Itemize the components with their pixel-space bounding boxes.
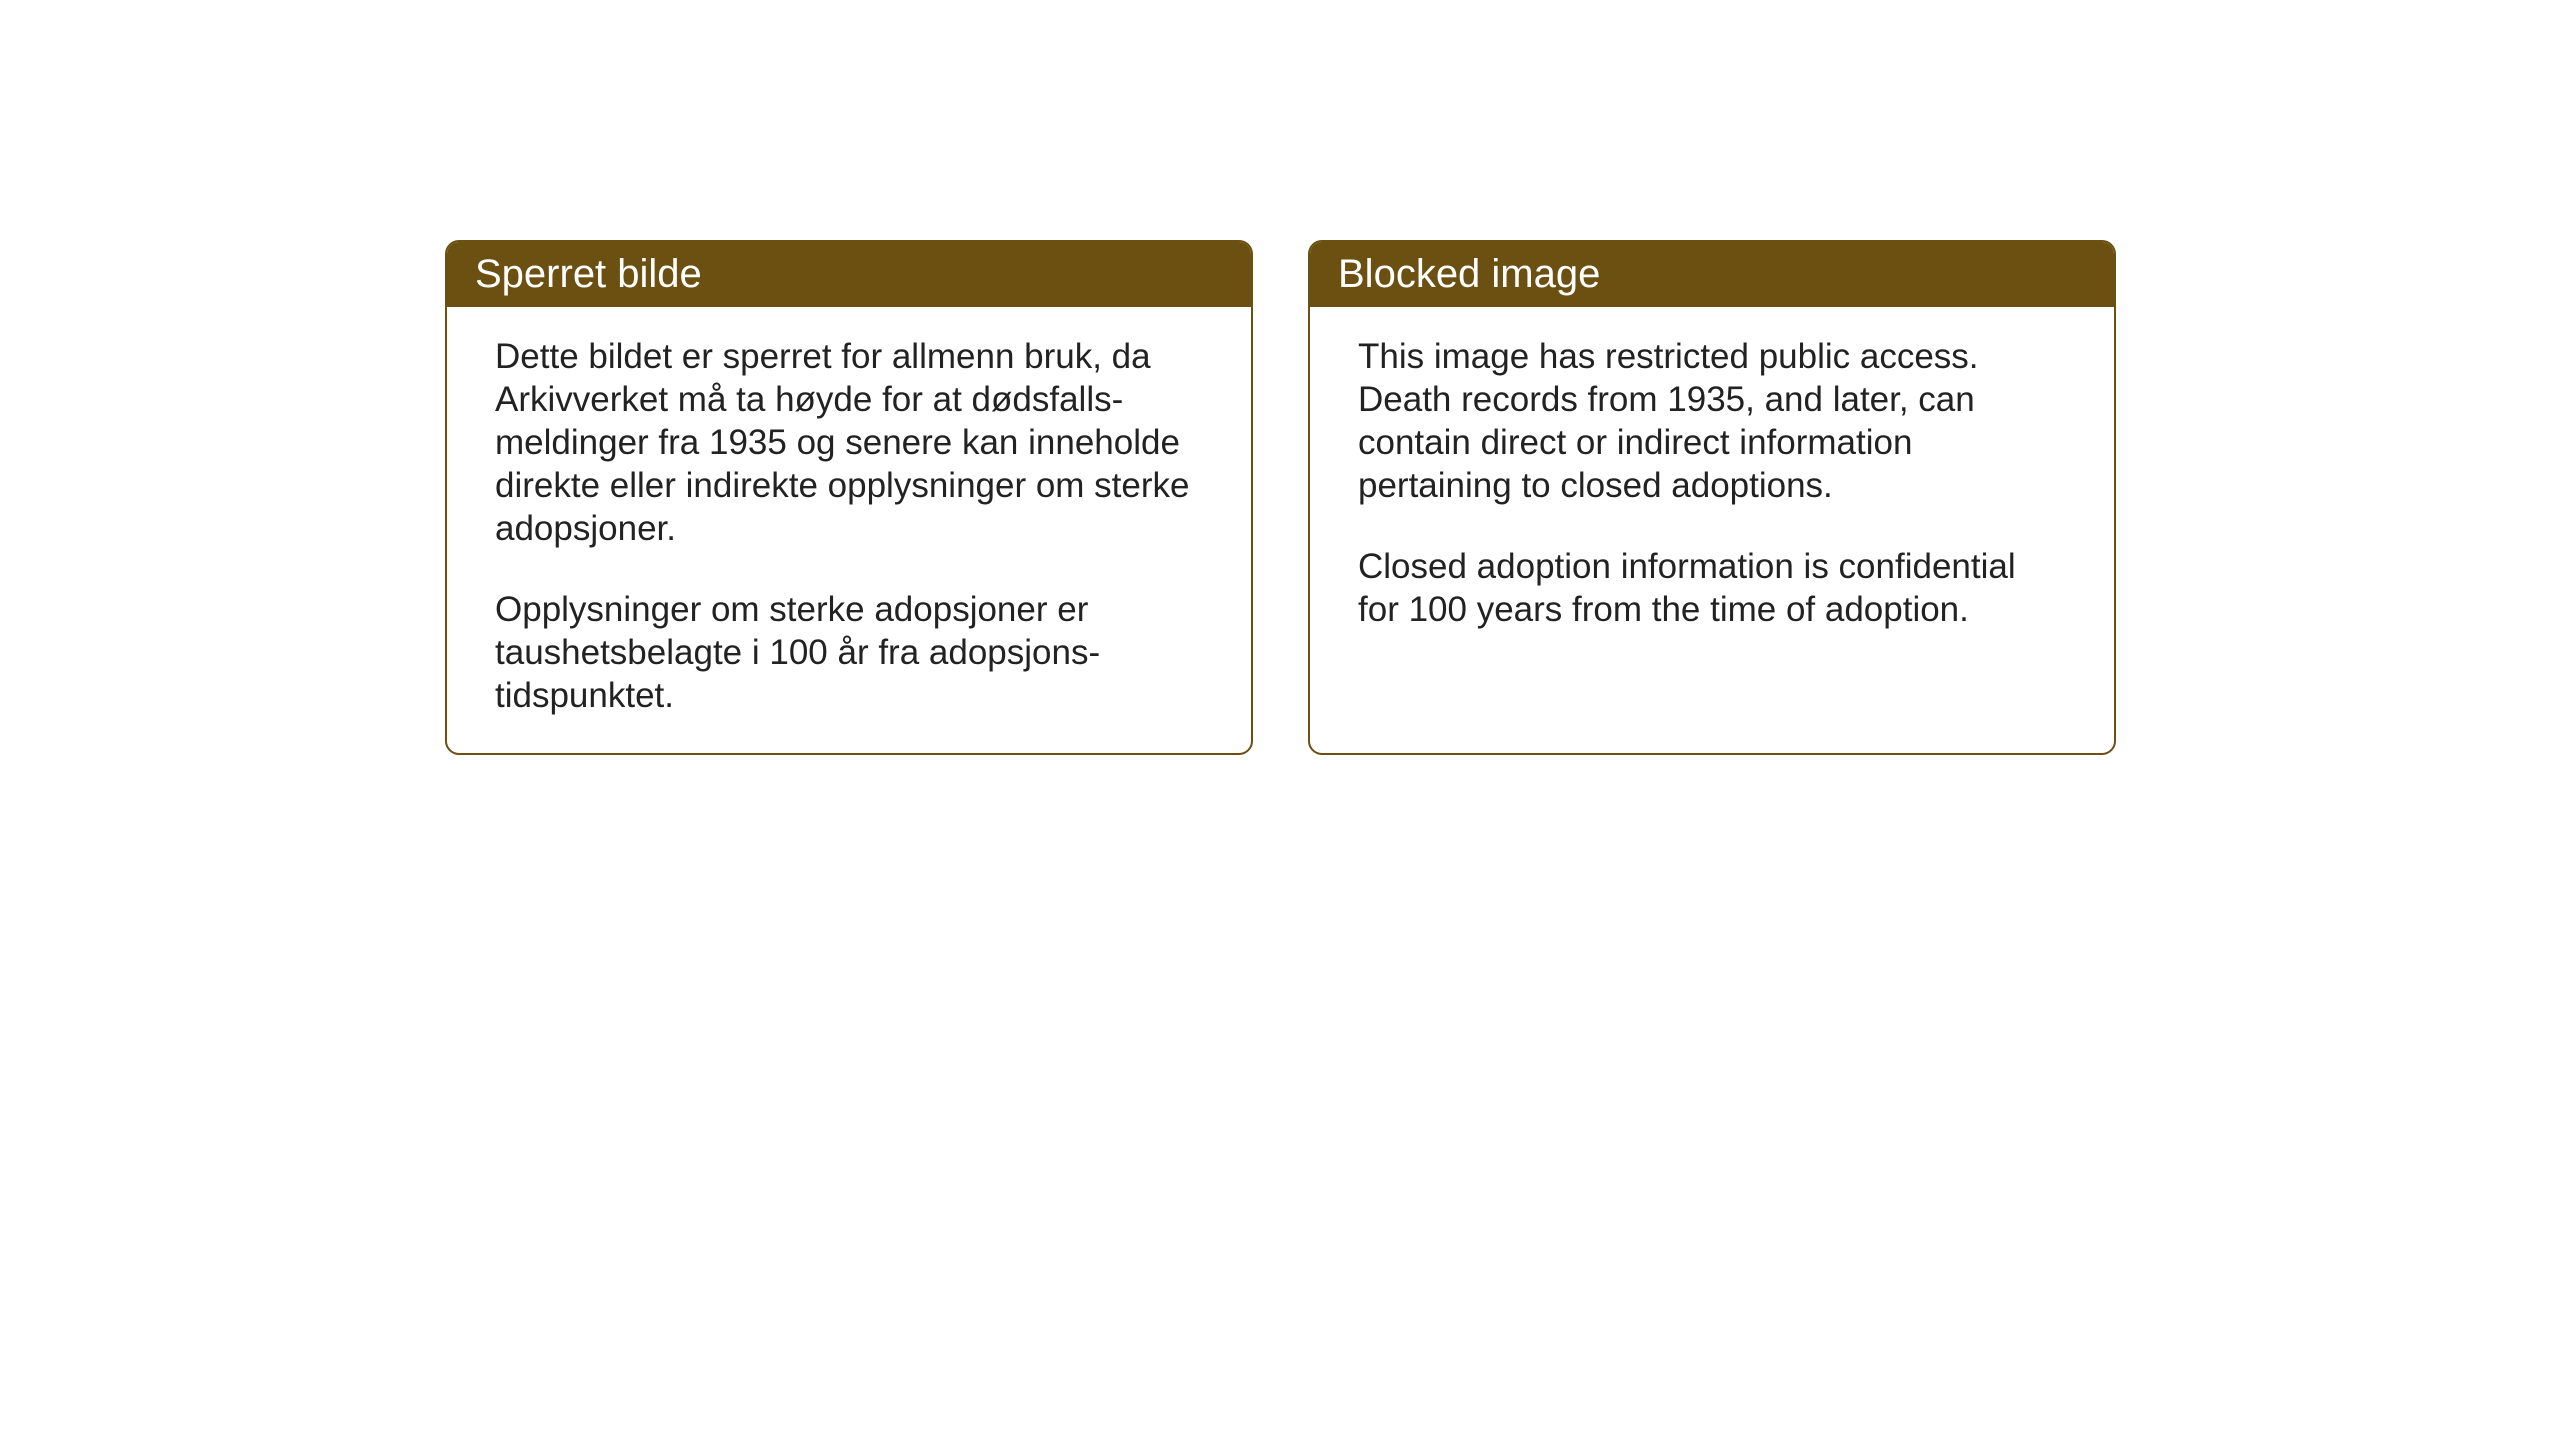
norwegian-paragraph-1: Dette bildet er sperret for allmenn bruk… <box>495 335 1203 550</box>
english-notice-card: Blocked image This image has restricted … <box>1308 240 2116 755</box>
english-card-body: This image has restricted public access.… <box>1310 307 2114 707</box>
notice-cards-container: Sperret bilde Dette bildet er sperret fo… <box>445 240 2116 755</box>
norwegian-card-body: Dette bildet er sperret for allmenn bruk… <box>447 307 1251 753</box>
english-paragraph-1: This image has restricted public access.… <box>1358 335 2066 507</box>
norwegian-card-title: Sperret bilde <box>447 242 1251 307</box>
english-card-title: Blocked image <box>1310 242 2114 307</box>
norwegian-notice-card: Sperret bilde Dette bildet er sperret fo… <box>445 240 1253 755</box>
norwegian-paragraph-2: Opplysninger om sterke adopsjoner er tau… <box>495 588 1203 717</box>
english-paragraph-2: Closed adoption information is confident… <box>1358 545 2066 631</box>
